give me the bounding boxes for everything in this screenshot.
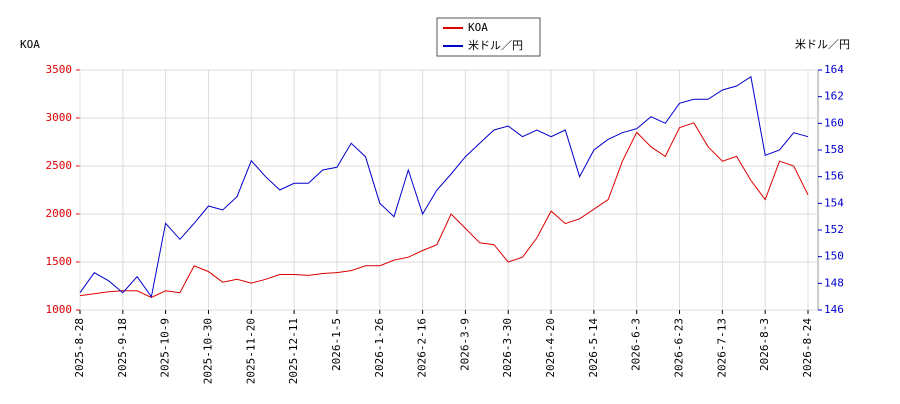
x-tick-label: 2026-7-13 bbox=[715, 318, 728, 378]
x-tick-label: 2026-1-5 bbox=[330, 318, 343, 371]
y2-tick-label: 150 bbox=[824, 250, 844, 263]
y-tick-label: 2000 bbox=[46, 207, 73, 220]
y2-tick-label: 154 bbox=[824, 196, 844, 209]
y2-tick-label: 146 bbox=[824, 303, 844, 316]
x-tick-label: 2026-8-24 bbox=[801, 318, 814, 378]
series-line bbox=[79, 75, 809, 298]
y2-tick-label: 164 bbox=[824, 63, 844, 76]
x-tick-label: 2026-1-26 bbox=[373, 318, 386, 378]
x-tick-label: 2026-6-23 bbox=[673, 318, 686, 378]
y-tick-label: 1500 bbox=[46, 255, 73, 268]
x-tick-label: 2026-5-14 bbox=[587, 318, 600, 378]
y2-tick-label: 160 bbox=[824, 116, 844, 129]
x-tick-label: 2026-2-16 bbox=[416, 318, 429, 378]
x-tick-label: 2026-6-3 bbox=[630, 318, 643, 371]
x-tick-label: 2026-3-30 bbox=[501, 318, 514, 378]
x-tick-label: 2026-8-3 bbox=[758, 318, 771, 371]
x-tick-label: 2026-3-9 bbox=[458, 318, 471, 371]
x-tick-label: 2025-12-11 bbox=[287, 318, 300, 384]
legend-box bbox=[436, 17, 541, 57]
y-tick-label: 2500 bbox=[46, 159, 73, 172]
y-tick-label: 1000 bbox=[46, 303, 73, 316]
x-tick-label: 2025-9-18 bbox=[116, 318, 129, 378]
y2-tick-label: 162 bbox=[824, 90, 844, 103]
y2-tick-label: 156 bbox=[824, 170, 844, 183]
x-tick-label: 2025-10-9 bbox=[159, 318, 172, 378]
x-tick-label: 2025-11-20 bbox=[244, 318, 257, 384]
y2-axis-title: 米ドル／円 bbox=[795, 38, 850, 51]
x-tick-label: 2025-10-30 bbox=[201, 318, 214, 384]
y-tick-label: 3000 bbox=[46, 111, 73, 124]
legend-label: KOA bbox=[468, 21, 488, 34]
y2-tick-label: 152 bbox=[824, 223, 844, 236]
x-tick-label: 2026-4-20 bbox=[544, 318, 557, 378]
y-tick-label: 3500 bbox=[46, 63, 73, 76]
x-tick-label: 2025-8-28 bbox=[73, 318, 86, 378]
y2-tick-label: 148 bbox=[824, 276, 844, 289]
y2-tick-label: 158 bbox=[824, 143, 844, 156]
series-line bbox=[79, 122, 809, 299]
plot-frame bbox=[79, 69, 819, 311]
y-axis-title: KOA bbox=[20, 38, 40, 51]
legend-label: 米ドル／円 bbox=[468, 39, 523, 52]
